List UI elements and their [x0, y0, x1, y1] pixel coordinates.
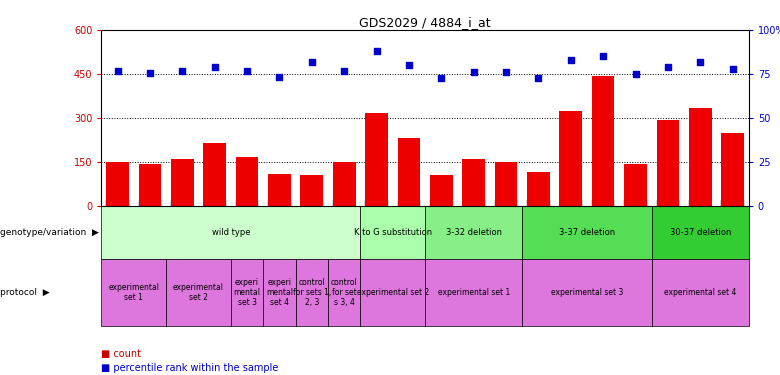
Bar	[559, 111, 582, 206]
Bar	[231, 259, 264, 326]
Bar	[430, 174, 452, 206]
Bar	[300, 174, 323, 206]
Point	[597, 54, 609, 60]
Text: experimental set 3: experimental set 3	[551, 288, 623, 297]
Bar	[236, 157, 258, 206]
Point	[726, 66, 739, 72]
Bar	[166, 259, 231, 326]
Text: experimental
set 2: experimental set 2	[173, 283, 224, 302]
Bar	[398, 138, 420, 206]
Text: experimental set 2: experimental set 2	[356, 288, 429, 297]
Text: ■ count: ■ count	[101, 350, 141, 359]
Bar	[171, 159, 193, 206]
Text: genotype/variation  ▶: genotype/variation ▶	[0, 228, 99, 237]
Bar	[527, 172, 550, 206]
Bar	[495, 162, 517, 206]
Point	[306, 59, 318, 65]
Point	[661, 64, 674, 70]
Point	[370, 48, 383, 54]
Text: experimental set 1: experimental set 1	[438, 288, 510, 297]
Bar	[365, 113, 388, 206]
Bar	[333, 162, 356, 206]
Bar	[204, 143, 226, 206]
Point	[500, 69, 512, 75]
Bar	[101, 259, 166, 326]
Point	[565, 57, 577, 63]
Point	[402, 62, 415, 68]
Text: 3-32 deletion: 3-32 deletion	[445, 228, 502, 237]
Point	[144, 70, 156, 76]
Bar	[522, 259, 651, 326]
Text: experi
mental
set 4: experi mental set 4	[266, 278, 293, 308]
Point	[467, 69, 480, 75]
Text: control
for sets 1,
2, 3: control for sets 1, 2, 3	[292, 278, 331, 308]
Bar	[624, 164, 647, 206]
Bar	[651, 206, 749, 259]
Bar	[463, 159, 485, 206]
Bar	[425, 206, 523, 259]
Point	[694, 59, 707, 65]
Title: GDS2029 / 4884_i_at: GDS2029 / 4884_i_at	[360, 16, 491, 29]
Bar	[689, 108, 711, 206]
Bar	[425, 259, 523, 326]
Text: K to G substitution: K to G substitution	[353, 228, 432, 237]
Text: experimental
set 1: experimental set 1	[108, 283, 159, 302]
Point	[273, 74, 285, 80]
Bar	[139, 164, 161, 206]
Bar	[328, 259, 360, 326]
Bar	[657, 120, 679, 206]
Point	[241, 68, 254, 74]
Bar	[722, 133, 744, 206]
Text: 3-37 deletion: 3-37 deletion	[559, 228, 615, 237]
Bar	[264, 259, 296, 326]
Bar	[268, 174, 291, 206]
Text: 30-37 deletion: 30-37 deletion	[669, 228, 731, 237]
Bar	[101, 206, 360, 259]
Text: experi
mental
set 3: experi mental set 3	[233, 278, 261, 308]
Point	[435, 75, 448, 81]
Text: ■ percentile rank within the sample: ■ percentile rank within the sample	[101, 363, 278, 373]
Point	[532, 75, 544, 81]
Bar	[360, 259, 425, 326]
Bar	[651, 259, 749, 326]
Text: wild type: wild type	[211, 228, 250, 237]
Point	[629, 71, 642, 77]
Bar	[106, 162, 129, 206]
Bar	[360, 206, 425, 259]
Text: control
for set
s 3, 4: control for set s 3, 4	[331, 278, 357, 308]
Point	[208, 64, 221, 70]
Bar	[522, 206, 651, 259]
Text: experimental set 4: experimental set 4	[664, 288, 736, 297]
Point	[112, 68, 124, 74]
Point	[176, 68, 189, 74]
Text: protocol  ▶: protocol ▶	[0, 288, 50, 297]
Bar	[296, 259, 328, 326]
Point	[338, 68, 350, 74]
Bar	[592, 76, 615, 206]
